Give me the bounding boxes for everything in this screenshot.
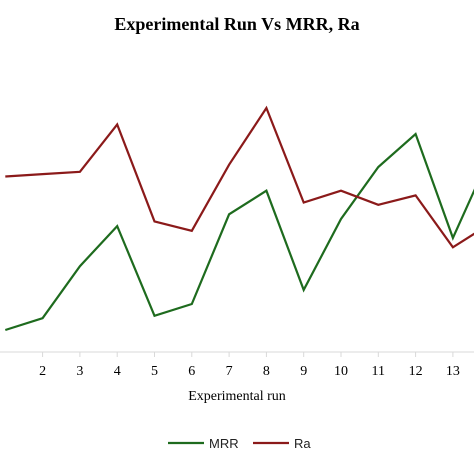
x-tick-label: 13	[446, 364, 460, 379]
x-tick-label: 4	[114, 364, 121, 379]
x-tick-label: 11	[372, 364, 385, 379]
x-tick-label: 2	[39, 364, 46, 379]
x-tick-label: 10	[334, 364, 348, 379]
x-tick-label: 9	[300, 364, 307, 379]
x-tick-label: 7	[226, 364, 233, 379]
x-tick-label: 5	[151, 364, 158, 379]
series-line-ra	[5, 105, 474, 249]
x-tick-label: 3	[76, 364, 83, 379]
x-axis-label: Experimental run	[188, 389, 286, 404]
x-tick-label: 8	[263, 364, 270, 379]
x-tick-label: 6	[188, 364, 195, 379]
legend-label-mrr: MRR	[209, 436, 239, 451]
legend-label-ra: Ra	[294, 436, 311, 451]
chart-title: Experimental Run Vs MRR, Ra	[114, 14, 360, 34]
series-line-mrr	[4, 132, 474, 332]
x-tick-label: 12	[409, 364, 423, 379]
